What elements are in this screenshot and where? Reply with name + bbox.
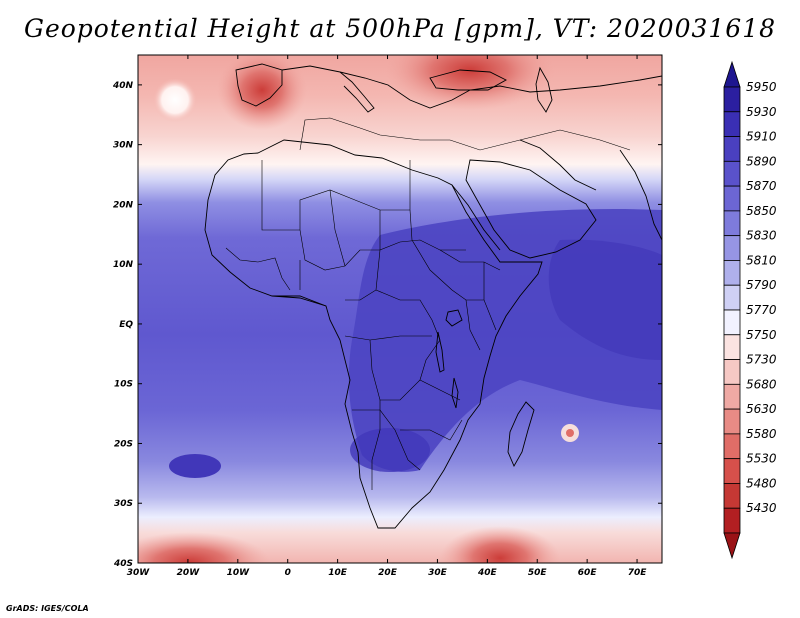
mauritius-core	[566, 429, 574, 437]
lake-victoria	[445, 309, 463, 327]
colorbar-swatch	[723, 111, 741, 137]
coastlines	[204, 63, 662, 529]
colorbar-label: 5750	[746, 328, 777, 342]
lon-tick-label: 40E	[477, 568, 498, 578]
colorbar-swatch	[723, 260, 741, 286]
gulf-of-guinea	[272, 295, 327, 307]
colorbar-label: 5890	[746, 154, 777, 168]
black-sea-low	[385, 55, 555, 110]
black-sea	[429, 69, 507, 91]
southern-africa-high	[350, 428, 430, 472]
colorbar-swatch	[723, 408, 741, 435]
colorbar-swatch	[723, 210, 741, 237]
plot-frame	[137, 54, 663, 564]
lat-tick-label: 40N	[112, 81, 134, 91]
persian-gulf	[519, 139, 597, 191]
lat-tick-label: 30S	[114, 499, 133, 509]
india-coast	[619, 149, 662, 241]
colorbar-label: 5910	[746, 130, 777, 144]
lat-tick-label: 20N	[113, 200, 134, 210]
lake-malawi	[451, 377, 459, 409]
grads-credit: GrADS: IGES/COLA	[6, 604, 89, 613]
axis-layer: 30W 20W 10W 0 10E 20E 30E 40E 50E 60E 70E 40N 30N 20N…	[112, 55, 662, 578]
lat-tick-label: EQ	[119, 320, 133, 330]
colorbar-label: 5680	[746, 377, 777, 391]
lon-tick-label: 70E	[628, 568, 648, 578]
colorbar-swatch	[723, 458, 741, 484]
colorbar-label: 5530	[746, 452, 777, 466]
colorbar-swatch	[723, 160, 741, 187]
south-atlantic-high	[169, 454, 221, 478]
red-sea	[451, 184, 501, 251]
lon-tick-label: 10W	[227, 568, 251, 578]
indian-ocean-low	[440, 526, 560, 563]
iberia	[235, 63, 283, 107]
colorbar-swatch	[723, 383, 741, 410]
colorbar-swatch	[723, 284, 741, 311]
lat-tick-label: 10S	[114, 380, 133, 390]
caspian	[535, 66, 553, 113]
atlantic-ridge	[153, 78, 197, 122]
colorbar-swatch	[723, 334, 741, 360]
iberia-low	[217, 55, 307, 130]
colorbar-label: 5850	[746, 204, 777, 218]
lon-tick-label: 50E	[528, 568, 548, 578]
colorbar-label: 5790	[746, 278, 777, 292]
colorbar-label: 5730	[746, 353, 777, 367]
lon-tick-label: 30E	[428, 568, 448, 578]
lat-tick-label: 10N	[113, 260, 134, 270]
italy	[339, 71, 375, 113]
deep-high-core	[548, 239, 662, 360]
europe-coast	[281, 65, 662, 109]
lon-tick-label: 60E	[578, 568, 598, 578]
lon-tick-label: 30W	[127, 568, 151, 578]
lat-tick-label: 20S	[114, 439, 133, 449]
colorbar-swatch	[723, 235, 741, 261]
colorbar-swatch	[723, 309, 741, 336]
lat-tick-label: 40S	[113, 559, 133, 569]
colorbar: 5950 5930 5910 5890 5870 5850 5830 5810 5790 5770…	[723, 60, 777, 560]
map-title: Geopotential Height at 500hPa [gpm], VT:…	[23, 14, 777, 43]
colorbar-swatch	[723, 185, 741, 212]
africa-coastline	[204, 139, 543, 529]
height-field	[138, 55, 662, 563]
colorbar-under-arrow	[723, 532, 741, 560]
lon-tick-label: 10E	[328, 568, 348, 578]
country-borders	[225, 117, 631, 490]
south-atlantic-low	[138, 532, 270, 563]
colorbar-over-arrow	[723, 60, 741, 88]
lake-tanganyika	[435, 331, 445, 373]
colorbar-label: 5430	[746, 501, 777, 515]
colorbar-swatch	[723, 136, 741, 162]
madagascar	[507, 401, 535, 468]
arabia	[465, 159, 597, 259]
colorbar-label: 5580	[746, 427, 777, 441]
colorbar-label: 5480	[746, 476, 777, 490]
lon-tick-label: 20E	[378, 568, 398, 578]
colorbar-swatch	[723, 483, 741, 509]
colorbar-label: 5950	[746, 80, 777, 94]
colorbar-label: 5870	[746, 179, 777, 193]
lon-tick-label: 20W	[177, 568, 201, 578]
lon-tick-label: 0	[285, 568, 291, 578]
colorbar-label: 5810	[746, 253, 777, 267]
colorbar-swatch	[723, 507, 741, 534]
colorbar-label: 5630	[746, 402, 777, 416]
colorbar-label: 5770	[746, 303, 777, 317]
lat-tick-label: 30N	[113, 141, 134, 151]
colorbar-label: 5930	[746, 105, 777, 119]
colorbar-swatch	[723, 86, 741, 113]
colorbar-swatch	[723, 359, 741, 385]
colorbar-swatch	[723, 433, 741, 460]
colorbar-label: 5830	[746, 229, 777, 243]
